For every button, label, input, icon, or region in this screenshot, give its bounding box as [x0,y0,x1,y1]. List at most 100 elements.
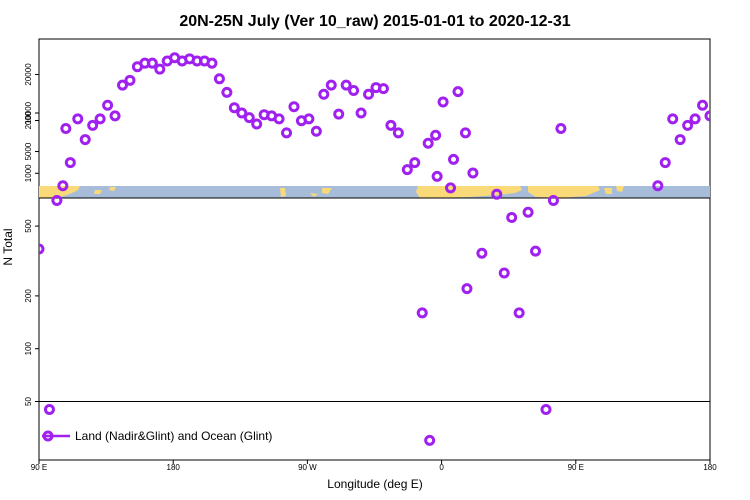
data-point [303,113,315,125]
plot-frame [38,38,711,461]
data-point [281,127,293,139]
data-point [461,283,473,295]
data-point [409,157,421,169]
legend-label: Land (Nadir&Glint) and Ocean (Glint) [75,429,272,443]
data-point [392,127,404,139]
data-point [506,211,518,223]
data-point [206,57,218,69]
y-tick-label: 100 [24,341,33,355]
data-point [704,110,710,122]
data-point [682,119,694,131]
land-east-islands [604,186,624,194]
data-point [288,101,300,113]
y-tick-label: 20000 [24,63,33,86]
y-tick-label: 500 [24,219,33,233]
data-point [94,113,106,125]
x-tick-label: 90 E [568,463,584,472]
data-point [674,134,686,146]
x-tick-label: 0 [439,463,444,472]
data-point [491,188,503,200]
data-point [448,153,460,165]
x-tick-label: 180 [703,463,717,472]
data-point [43,404,55,416]
y-tick-label: 1000 [24,164,33,182]
data-point [117,79,129,91]
data-point [713,81,721,89]
data-point [60,123,72,135]
land-islands-west [94,187,116,194]
data-point [146,57,158,69]
data-point [251,118,263,130]
data-point [689,113,701,125]
chart-title: 20N-25N July (Ver 10_raw) 2015-01-01 to … [179,13,570,30]
data-point [667,113,679,125]
data-point [243,112,255,124]
land-india-asia [528,186,600,198]
land-pacific-islands [280,188,332,197]
data-point [422,137,434,149]
x-axis: 90 E 180 90 W 0 90 E 180 [31,460,717,472]
data-point [547,194,559,206]
y-tick-label: 10000 [24,101,33,124]
data-point [221,86,233,98]
data-points [39,52,750,446]
data-point [459,127,471,139]
x-tick-label: 180 [167,463,181,472]
legend-marker [42,430,54,442]
data-point [430,129,442,141]
data-point [697,99,709,111]
y-tick-label: 2000 [24,111,33,129]
y-axis: 5000 10000 20000 50 100 200 500 1000 2000 [24,63,39,406]
data-point [64,157,76,169]
data-point [348,84,360,96]
x-tick-label: 90 E [31,463,47,472]
data-point [154,63,166,75]
x-tick-label: 90 W [298,463,317,472]
data-point [513,307,525,319]
data-point [213,73,225,85]
data-point [228,102,240,114]
x-axis-label: Longitude (deg E) [327,477,422,491]
data-point [530,245,542,257]
map-strip [39,186,710,198]
data-point [102,99,114,111]
data-point [79,134,91,146]
data-point [540,404,552,416]
y-tick-label: 200 [24,289,33,303]
data-point [377,83,389,95]
data-point [355,107,367,119]
data-point [39,243,45,255]
data-point [109,110,121,122]
data-point [236,107,248,119]
data-point [363,88,375,100]
data-point [401,164,413,176]
data-point [72,113,84,125]
y-tick-label: 50 [24,397,33,406]
data-point [522,206,534,218]
data-point [476,247,488,259]
data-point [736,59,744,67]
legend: Land (Nadir&Glint) and Ocean (Glint) [42,429,272,443]
data-point [652,180,664,192]
y-tick-label: 5000 [24,142,33,160]
data-point [57,180,69,192]
data-point [467,167,479,179]
data-point [325,79,337,91]
data-point [445,182,457,194]
data-point [124,74,136,86]
data-point [385,119,397,131]
data-point [743,59,750,67]
data-point [498,267,510,279]
data-point [437,96,449,108]
data-point [721,76,729,84]
data-point [318,88,330,100]
land-asia-west [39,186,80,198]
data-point [340,79,352,91]
data-point [273,113,285,125]
data-point [431,170,443,182]
data-point [452,86,464,98]
data-point [51,194,63,206]
data-point [333,108,345,120]
data-point [424,434,436,446]
